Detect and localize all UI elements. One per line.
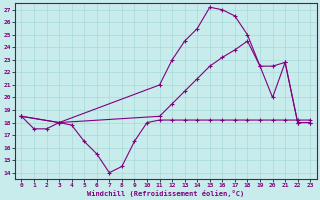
X-axis label: Windchill (Refroidissement éolien,°C): Windchill (Refroidissement éolien,°C) bbox=[87, 190, 244, 197]
